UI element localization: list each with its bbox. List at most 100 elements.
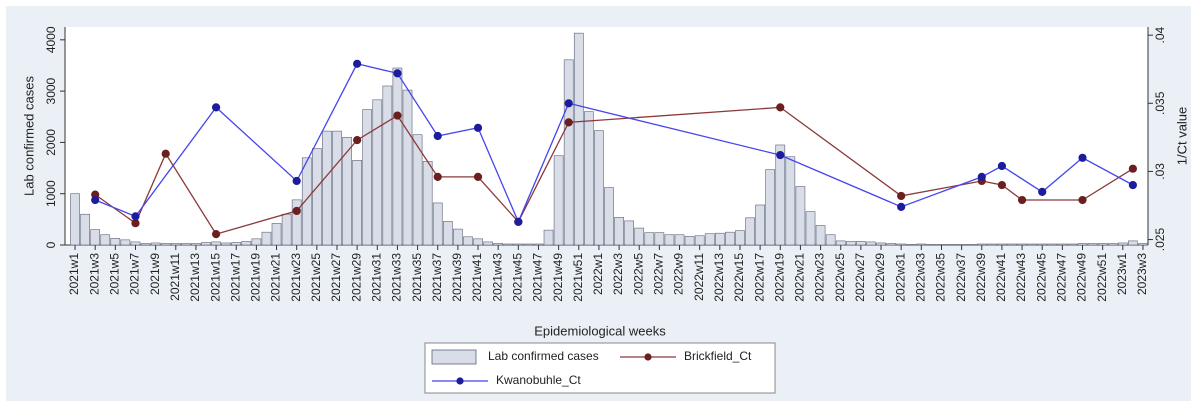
bar xyxy=(1067,243,1078,246)
bar xyxy=(271,223,282,246)
series-marker xyxy=(292,176,301,186)
bar xyxy=(725,231,735,246)
bar xyxy=(1027,243,1037,246)
series-marker xyxy=(393,69,402,78)
bar xyxy=(453,228,463,246)
y-tick-label: 2000 xyxy=(44,129,58,156)
x-tick-label: 2021w25 xyxy=(309,253,323,302)
bar xyxy=(1057,243,1068,246)
bar xyxy=(241,241,252,246)
x-tick-label: 2021w51 xyxy=(571,253,585,302)
bar xyxy=(553,155,564,246)
bar xyxy=(503,243,514,246)
x-tick-label: 2021w39 xyxy=(450,253,464,302)
x-tick-label: 2021w27 xyxy=(329,253,343,302)
series-marker xyxy=(1128,164,1137,173)
bar xyxy=(976,243,987,246)
x-tick-label: 2021w29 xyxy=(349,253,363,302)
bar xyxy=(523,243,534,246)
bar xyxy=(463,236,473,246)
series-marker xyxy=(473,172,483,181)
bar xyxy=(291,199,302,246)
x-tick-label: 2022w41 xyxy=(994,253,1008,302)
x-tick-label: 2022w3 xyxy=(611,253,625,295)
x-tick-label: 2021w19 xyxy=(249,253,263,302)
bar xyxy=(311,148,322,246)
bar xyxy=(704,233,715,246)
x-tick-label: 2022w9 xyxy=(672,253,686,295)
series-marker xyxy=(1017,195,1027,205)
series-marker xyxy=(473,123,483,132)
bar xyxy=(845,241,856,246)
bar xyxy=(674,234,685,246)
bar xyxy=(110,238,121,246)
series-marker xyxy=(564,99,573,108)
bar xyxy=(684,235,695,246)
bar xyxy=(392,67,403,246)
x-tick-label: 2021w1 xyxy=(67,253,81,295)
bar xyxy=(170,243,181,246)
bar xyxy=(644,232,655,246)
y-axis-title: Lab confirmed cases xyxy=(21,76,36,196)
y2-tick-label: .025 xyxy=(1153,228,1167,252)
bar xyxy=(563,59,574,246)
bar xyxy=(191,243,201,246)
bar xyxy=(422,161,433,246)
series-marker xyxy=(211,230,221,239)
x-tick-label: 2021w15 xyxy=(208,253,222,302)
bar xyxy=(1017,243,1027,246)
series-marker xyxy=(897,202,906,211)
bar xyxy=(755,204,765,246)
x-tick-label: 2022w19 xyxy=(772,253,786,302)
bar xyxy=(432,202,443,246)
bar xyxy=(493,243,504,246)
bar xyxy=(402,89,413,246)
bar xyxy=(1117,242,1128,246)
x-tick-label: 2021w43 xyxy=(490,253,504,302)
x-tick-label: 2021w23 xyxy=(289,253,303,302)
x-tick-label: 2022w5 xyxy=(631,253,645,295)
bar xyxy=(876,242,886,246)
series-marker xyxy=(514,217,523,226)
bar xyxy=(322,130,332,246)
x-tick-label: 2021w35 xyxy=(410,253,424,302)
x-tick-label: 2021w7 xyxy=(128,253,142,295)
bar xyxy=(140,243,151,246)
x-tick-label: 2021w45 xyxy=(510,253,524,302)
bar xyxy=(231,242,242,246)
bar xyxy=(835,240,846,246)
bar xyxy=(100,234,111,246)
series-marker xyxy=(292,206,301,216)
bar xyxy=(120,239,131,246)
x-tick-label: 2021w3 xyxy=(87,253,101,295)
bar xyxy=(533,243,544,246)
bar xyxy=(936,244,947,246)
bar xyxy=(130,241,141,246)
x-tick-label: 2022w1 xyxy=(591,253,605,295)
x-tick-label: 2021w41 xyxy=(470,253,484,302)
x-tick-label: 2022w49 xyxy=(1075,253,1089,302)
y2-tick-label: .04 xyxy=(1153,27,1167,44)
series-marker xyxy=(997,180,1007,190)
legend-box xyxy=(424,342,776,394)
bar xyxy=(594,130,604,246)
x-tick-label: 2022w37 xyxy=(954,253,968,302)
bar xyxy=(654,232,665,246)
bar xyxy=(412,134,423,246)
bar xyxy=(765,169,776,246)
series-marker xyxy=(776,150,785,160)
bar xyxy=(916,243,927,246)
bar xyxy=(442,221,453,246)
bar xyxy=(584,111,594,246)
x-tick-label: 2022w43 xyxy=(1014,253,1028,302)
y-tick-label: 3000 xyxy=(44,77,58,104)
bar xyxy=(886,243,896,246)
bar xyxy=(382,85,393,246)
bar xyxy=(221,242,231,246)
x-tick-label: 2021w17 xyxy=(228,253,242,302)
x-tick-label: 2021w47 xyxy=(531,253,545,302)
series-marker xyxy=(997,161,1007,171)
x-tick-label: 2021w33 xyxy=(390,253,404,302)
series-marker xyxy=(161,149,170,158)
